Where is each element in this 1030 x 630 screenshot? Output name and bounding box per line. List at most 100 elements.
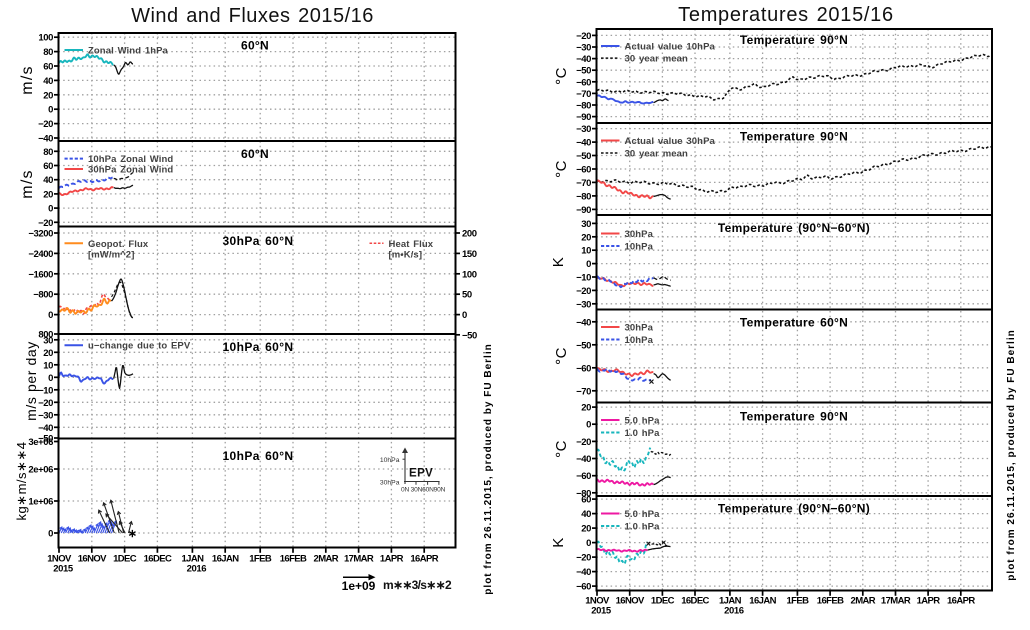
svg-text:20: 20: [43, 189, 53, 200]
svg-text:80: 80: [43, 147, 53, 158]
svg-text:20: 20: [581, 524, 591, 535]
svg-text:16NOV: 16NOV: [616, 596, 645, 607]
svg-text:−80: −80: [576, 488, 591, 499]
svg-text:−3200: −3200: [28, 229, 53, 240]
svg-text:40: 40: [43, 175, 53, 186]
svg-text:−1600: −1600: [28, 269, 53, 280]
svg-text:10hPa: 10hPa: [625, 335, 654, 346]
svg-text:−70: −70: [576, 386, 591, 397]
svg-text:40: 40: [43, 76, 53, 87]
svg-text:−20: −20: [38, 218, 53, 229]
svg-text:Temperature (90°N−60°N): Temperature (90°N−60°N): [718, 221, 870, 235]
svg-text:Temperature (90°N−60°N): Temperature (90°N−60°N): [718, 502, 870, 516]
svg-text:−50: −50: [576, 151, 591, 162]
svg-text:30hPa: 30hPa: [625, 323, 654, 334]
svg-text:50: 50: [462, 290, 472, 301]
svg-text:−30: −30: [576, 299, 591, 310]
svg-text:−80: −80: [576, 101, 591, 112]
svg-text:60°N: 60°N: [241, 147, 269, 161]
svg-text:[m•K/s]: [m•K/s]: [389, 249, 423, 260]
svg-text:20: 20: [581, 403, 591, 414]
svg-text:0: 0: [586, 259, 591, 270]
svg-text:−50: −50: [576, 66, 591, 77]
svg-text:10hPa: 10hPa: [380, 457, 400, 464]
svg-text:−50: −50: [576, 340, 591, 351]
svg-text:2016: 2016: [724, 606, 744, 617]
svg-text:0: 0: [48, 105, 53, 116]
svg-text:Actual value 10hPa: Actual value 10hPa: [625, 42, 716, 53]
svg-text:0N 30N60N90N: 0N 30N60N90N: [401, 487, 446, 494]
svg-text:1e+06: 1e+06: [28, 497, 53, 508]
svg-text:−60: −60: [576, 165, 591, 176]
svg-text:10hPa 60°N: 10hPa 60°N: [222, 340, 293, 354]
svg-text:1.0 hPa: 1.0 hPa: [625, 522, 661, 533]
svg-text:−2400: −2400: [28, 249, 53, 260]
svg-text:1DEC: 1DEC: [113, 554, 137, 565]
svg-text:Actual value 30hPa: Actual value 30hPa: [625, 136, 716, 147]
svg-text:0: 0: [586, 420, 591, 431]
svg-text:1FEB: 1FEB: [786, 596, 809, 607]
svg-text:°C: °C: [553, 67, 570, 85]
svg-text:−30: −30: [576, 43, 591, 54]
svg-text:200: 200: [462, 229, 477, 240]
svg-text:16FEB: 16FEB: [817, 596, 844, 607]
svg-text:−40: −40: [576, 454, 591, 465]
svg-text:∗: ∗: [128, 528, 137, 540]
svg-text:m∗∗3/s∗∗2: m∗∗3/s∗∗2: [383, 578, 452, 592]
svg-text:1APR: 1APR: [380, 554, 404, 565]
svg-text:30 year mean: 30 year mean: [625, 149, 689, 160]
svg-text:m/s per day: m/s per day: [23, 341, 39, 421]
svg-text:−10: −10: [576, 273, 591, 284]
svg-text:30hPa 60°N: 30hPa 60°N: [222, 234, 293, 248]
svg-text:20: 20: [43, 348, 53, 359]
svg-text:10hPa 60°N: 10hPa 60°N: [222, 449, 293, 463]
svg-text:10: 10: [581, 246, 591, 257]
svg-text:−70: −70: [576, 89, 591, 100]
svg-text:plot from 26.11.2015, produced: plot from 26.11.2015, produced by FU Ber…: [1006, 329, 1017, 580]
svg-text:30hPa: 30hPa: [380, 479, 400, 486]
svg-text:−20: −20: [38, 119, 53, 130]
svg-text:30hPa: 30hPa: [625, 229, 654, 240]
svg-text:−60: −60: [576, 582, 591, 593]
svg-text:2e+06: 2e+06: [28, 465, 53, 476]
svg-text:0: 0: [48, 529, 53, 540]
svg-text:150: 150: [462, 249, 477, 260]
svg-text:−800: −800: [33, 290, 53, 301]
svg-text:°C: °C: [553, 347, 570, 365]
svg-text:−70: −70: [576, 178, 591, 189]
svg-text:1JAN: 1JAN: [181, 554, 204, 565]
svg-text:Geopot. Flux: Geopot. Flux: [88, 239, 149, 250]
svg-text:−30: −30: [576, 124, 591, 135]
svg-text:5.0 hPa: 5.0 hPa: [625, 509, 661, 520]
svg-text:16DEC: 16DEC: [144, 554, 172, 565]
svg-text:−90: −90: [576, 205, 591, 216]
svg-text:80: 80: [43, 47, 53, 58]
svg-text:−20: −20: [576, 286, 591, 297]
svg-text:2015: 2015: [53, 564, 74, 575]
svg-text:Heat Flux: Heat Flux: [389, 239, 434, 250]
svg-text:Wind and Fluxes 2015/16: Wind and Fluxes 2015/16: [131, 5, 374, 27]
svg-text:−40: −40: [576, 567, 591, 578]
svg-text:17MAR: 17MAR: [344, 554, 374, 565]
svg-text:10hPa: 10hPa: [625, 242, 654, 253]
svg-text:16FEB: 16FEB: [280, 554, 307, 565]
svg-text:−20: −20: [576, 31, 591, 42]
svg-text:Temperature 90°N: Temperature 90°N: [740, 33, 848, 47]
svg-text:100: 100: [38, 33, 53, 44]
svg-text:Temperatures 2015/16: Temperatures 2015/16: [678, 4, 894, 26]
svg-text:16APR: 16APR: [410, 554, 438, 565]
svg-text:−20: −20: [576, 437, 591, 448]
svg-text:−20: −20: [576, 553, 591, 564]
svg-text:−60: −60: [576, 363, 591, 374]
svg-text:1NOV: 1NOV: [585, 596, 610, 607]
svg-text:30: 30: [43, 335, 53, 346]
svg-text:EPV: EPV: [409, 468, 433, 480]
svg-text:1FEB: 1FEB: [249, 554, 272, 565]
svg-text:17MAR: 17MAR: [881, 596, 911, 607]
svg-text:60: 60: [581, 495, 591, 506]
svg-text:−30: −30: [38, 410, 53, 421]
svg-text:°C: °C: [553, 160, 570, 178]
svg-text:10hPa Zonal Wind: 10hPa Zonal Wind: [88, 154, 173, 165]
svg-text:−80: −80: [576, 191, 591, 202]
svg-text:30hPa Zonal Wind: 30hPa Zonal Wind: [88, 165, 173, 176]
